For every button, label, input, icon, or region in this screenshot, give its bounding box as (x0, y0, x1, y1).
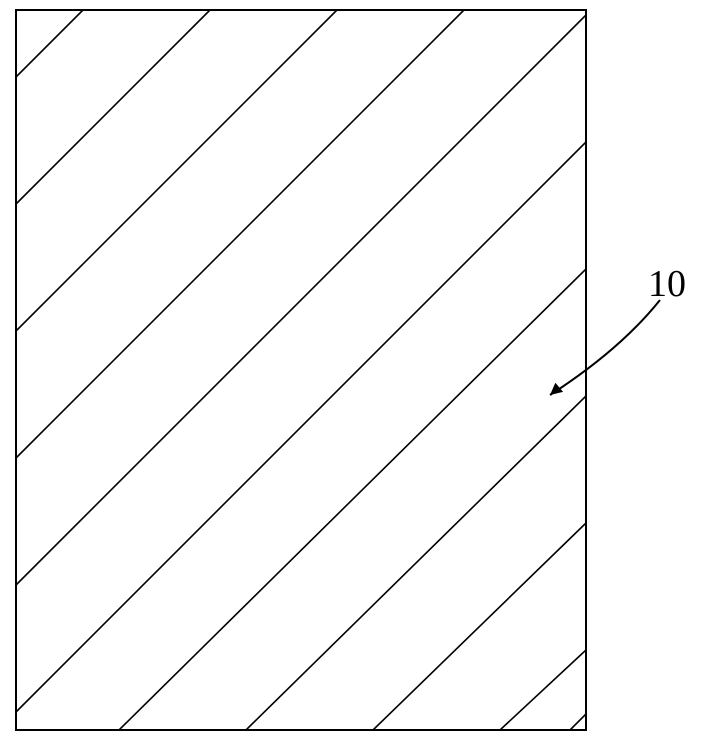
callout-label-10: 10 (648, 265, 686, 303)
diagram-stage: 10 (0, 0, 716, 739)
hatch-line (16, 15, 586, 585)
hatch-line (500, 650, 586, 730)
hatch-line (246, 396, 586, 730)
callout-leader (550, 300, 660, 395)
hatch-line (16, 142, 586, 712)
hatch-line (16, 10, 337, 331)
hatch-line (16, 10, 464, 458)
hatch-lines-group (16, 10, 586, 730)
hatch-line (570, 714, 586, 730)
hatch-line (373, 523, 586, 730)
hatch-line (16, 10, 83, 77)
hatch-line (119, 269, 586, 730)
hatch-line (16, 10, 210, 204)
diagram-svg (0, 0, 716, 739)
